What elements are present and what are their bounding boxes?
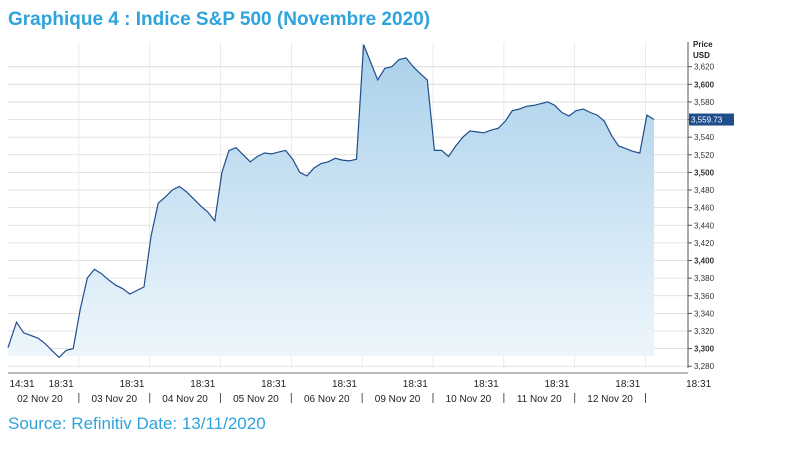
last-value-marker: 3,559.73 — [689, 113, 734, 126]
y-tick-label: 3,500 — [694, 168, 715, 177]
x-day-label: 06 Nov 20 — [304, 394, 350, 405]
x-day-label: 12 Nov 20 — [587, 394, 633, 405]
y-tick-label: 3,620 — [694, 63, 715, 72]
x-day-label: 03 Nov 20 — [91, 394, 137, 405]
y-tick-label: 3,320 — [694, 327, 715, 336]
y-tick-label: 3,460 — [694, 204, 715, 213]
x-time-label: 18:31 — [119, 379, 144, 390]
x-day-label: 10 Nov 20 — [446, 394, 492, 405]
x-day-label: 04 Nov 20 — [162, 394, 208, 405]
y-tick-label: 3,480 — [694, 186, 715, 195]
x-day-label: 11 Nov 20 — [517, 394, 562, 405]
x-time-label: 14:31 — [9, 379, 34, 390]
y-axis-unit: USD — [693, 51, 710, 60]
x-time-label: 18:31 — [544, 379, 569, 390]
y-tick-label: 3,380 — [694, 274, 715, 283]
source-note: Source: Refinitiv Date: 13/11/2020 — [8, 414, 266, 433]
y-tick-label: 3,520 — [694, 151, 715, 160]
y-tick-label: 3,540 — [694, 133, 715, 142]
y-tick-label: 3,340 — [694, 309, 715, 318]
x-day-label: 09 Nov 20 — [375, 394, 421, 405]
price-area — [8, 44, 654, 358]
last-value-label: 3,559.73 — [691, 116, 723, 125]
y-tick-label: 3,580 — [694, 98, 715, 107]
y-tick-label: 3,440 — [694, 221, 715, 230]
y-tick-label: 3,280 — [694, 362, 715, 371]
x-time-label: 18:31 — [474, 379, 499, 390]
y-tick-label: 3,360 — [694, 292, 715, 301]
x-time-label: 18:31 — [686, 379, 711, 390]
x-time-label: 18:31 — [615, 379, 640, 390]
x-axis-ticks: 14:31 18:31 18:31 18:31 18:31 18:31 18:31 18:31… — [9, 379, 711, 405]
y-tick-label: 3,420 — [694, 239, 715, 248]
x-day-label: 02 Nov 20 — [17, 394, 63, 405]
last-value-box — [689, 113, 734, 126]
y-axis-ticks: 3,280 3,300 3,320 3,340 3,360 3,380 3,400 3,420… — [688, 63, 715, 371]
page-title: Graphique 4 : Indice S&P 500 (Novembre 2… — [8, 9, 431, 30]
price-line — [7, 44, 655, 359]
y-tick-label: 3,600 — [694, 80, 715, 89]
x-time-label: 18:31 — [332, 379, 357, 390]
y-tick-label: 3,300 — [694, 345, 715, 354]
y-axis-label: Price — [693, 40, 713, 49]
y-tick-label: 3,400 — [694, 257, 715, 266]
x-day-label: 05 Nov 20 — [233, 394, 279, 405]
x-time-label: 18:31 — [261, 379, 286, 390]
x-time-label: 18:31 — [49, 379, 74, 390]
x-time-label: 18:31 — [190, 379, 215, 390]
x-time-label: 18:31 — [403, 379, 428, 390]
